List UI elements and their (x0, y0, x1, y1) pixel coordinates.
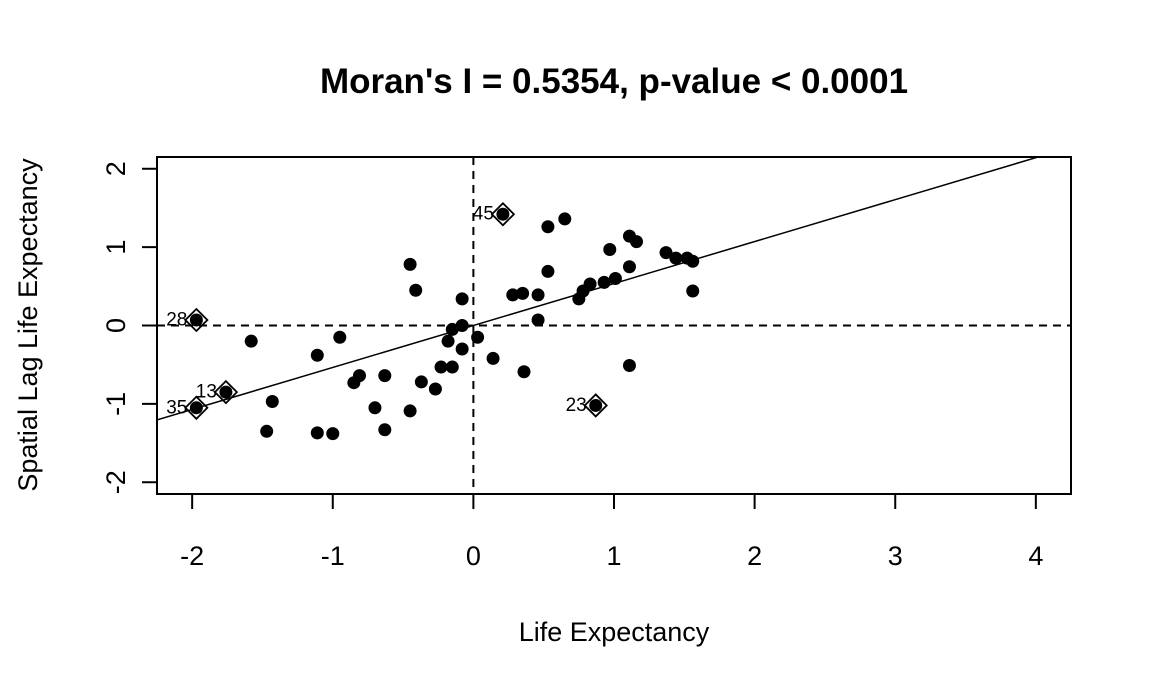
data-points (189, 207, 700, 441)
influential-point-label: 13 (196, 382, 217, 403)
data-point (506, 288, 520, 302)
data-point (403, 257, 417, 271)
data-point (516, 286, 530, 300)
point-labels: 45 28 13 35 23 (166, 204, 586, 419)
data-point (434, 360, 448, 374)
y-tick-label: 1 (101, 240, 131, 255)
plot-area (157, 157, 1071, 494)
data-point (686, 254, 700, 268)
data-point (455, 292, 469, 306)
data-point (622, 260, 636, 274)
data-point (669, 251, 683, 265)
influential-point-label: 35 (166, 397, 187, 418)
data-point (368, 401, 382, 415)
data-point (486, 351, 500, 365)
data-point (265, 395, 279, 409)
influential-point-marker (213, 379, 239, 405)
influential-point-marker (184, 395, 209, 421)
data-point (310, 348, 324, 362)
data-point (189, 401, 203, 415)
y-axis: -2 -1 0 1 2 (101, 161, 158, 494)
data-point (517, 365, 531, 379)
x-axis-title: Life Expectancy (519, 617, 710, 647)
data-point (558, 212, 572, 226)
x-tick-label: 1 (606, 541, 621, 571)
data-point (572, 292, 586, 306)
data-point (445, 360, 459, 374)
data-point (603, 242, 617, 256)
data-point (445, 322, 459, 336)
y-tick-label: 0 (101, 318, 131, 333)
data-point (378, 369, 392, 383)
data-point (659, 246, 673, 260)
data-point (403, 404, 417, 418)
data-point (496, 207, 510, 221)
influential-point-marker (583, 393, 608, 418)
data-point (531, 288, 545, 302)
data-point (326, 427, 340, 441)
data-point (310, 426, 324, 440)
data-point (455, 319, 469, 332)
data-point (541, 264, 555, 278)
data-point (608, 271, 622, 285)
data-point (414, 375, 428, 389)
data-point (589, 398, 603, 412)
influential-point-marker (490, 201, 516, 227)
influential-point-marker (184, 307, 209, 333)
x-tick-label: -2 (180, 541, 204, 571)
data-point (189, 313, 203, 327)
data-point (333, 330, 347, 344)
influential-point-label: 45 (473, 204, 494, 225)
data-point (409, 283, 423, 297)
y-axis-title: Spatial Lag Life Expectancy (13, 158, 43, 492)
data-point (455, 342, 469, 356)
data-point (378, 423, 392, 437)
y-tick-label: -2 (101, 470, 131, 494)
x-tick-label: 2 (747, 541, 762, 571)
data-point (597, 275, 611, 289)
x-axis: -2 -1 0 1 2 3 4 (180, 493, 1043, 571)
data-point (531, 313, 545, 327)
data-point (441, 334, 455, 348)
plot-frame (156, 156, 1072, 495)
data-point (260, 424, 274, 438)
data-point (347, 376, 361, 390)
data-point (686, 284, 700, 298)
y-tick-label: 2 (101, 161, 131, 176)
x-tick-label: 0 (466, 541, 481, 571)
x-tick-label: 3 (888, 541, 903, 571)
chart-title: Moran's I = 0.5354, p-value < 0.0001 (320, 62, 908, 101)
data-point (471, 330, 485, 344)
data-point (428, 382, 442, 396)
data-point (541, 220, 555, 234)
y-tick-label: -1 (101, 392, 131, 416)
data-point (622, 358, 636, 372)
influential-point-label: 23 (566, 395, 587, 416)
x-tick-label: -1 (321, 541, 345, 571)
data-point (629, 235, 643, 249)
influential-point-label: 28 (166, 310, 187, 331)
data-point (219, 385, 233, 399)
data-point (244, 334, 258, 348)
influential-points (184, 201, 608, 421)
x-tick-label: 4 (1028, 541, 1043, 571)
